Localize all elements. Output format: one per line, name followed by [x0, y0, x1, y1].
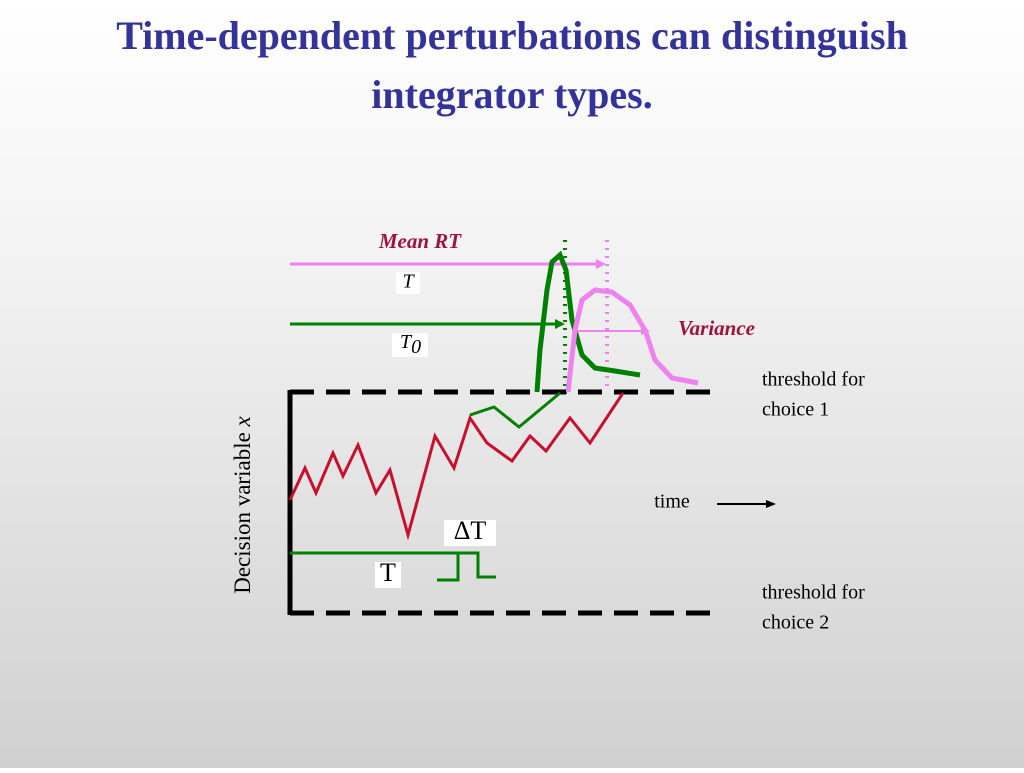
- rt-distribution: [534, 250, 641, 393]
- label-box: [396, 272, 420, 294]
- trajectory: [288, 392, 625, 541]
- arrow-head: [641, 327, 650, 335]
- title-line: integrator types.: [371, 72, 652, 117]
- tau0-sub: 0: [411, 336, 421, 358]
- label-box: [375, 562, 401, 588]
- rt-distribution: [565, 287, 699, 393]
- arrow-head: [596, 259, 606, 269]
- y-axis-label: Decision variable x: [230, 415, 255, 593]
- y-axis-var: x: [230, 415, 255, 427]
- threshold-label: choice 1: [762, 399, 829, 421]
- delta-t-label: ΔT: [454, 516, 487, 545]
- label-box: [444, 520, 496, 546]
- threshold-label: threshold for: [762, 369, 865, 391]
- mean-rt-label: Mean RT: [378, 229, 462, 253]
- perturbed-trajectory: [469, 391, 561, 429]
- time-label: time: [654, 491, 690, 513]
- arrow-head: [555, 319, 565, 329]
- pulse: [437, 551, 496, 582]
- tau0-main: T: [400, 331, 413, 353]
- threshold-label: threshold for: [762, 582, 865, 604]
- arrow-head: [766, 500, 776, 508]
- tau0-label: T0: [400, 331, 421, 358]
- tau-label: T: [402, 271, 415, 293]
- threshold-label: choice 2: [762, 612, 829, 634]
- label-box: [392, 333, 428, 357]
- t-label: T: [380, 558, 396, 587]
- variance-label: Variance: [678, 316, 755, 340]
- title-line: Time-dependent perturbations can disting…: [116, 13, 908, 58]
- y-axis-text: Decision variable: [230, 426, 255, 593]
